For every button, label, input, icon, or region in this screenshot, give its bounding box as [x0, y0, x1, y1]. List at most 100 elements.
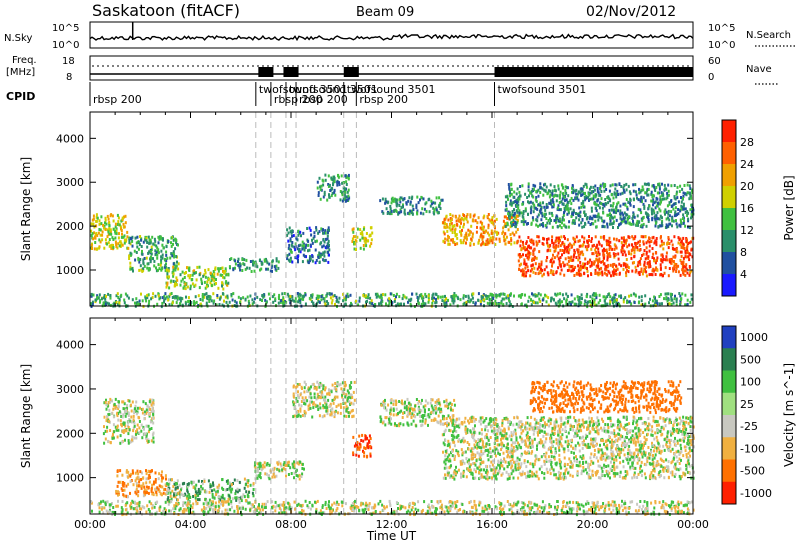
- echo-cell: [219, 273, 222, 277]
- echo-cell: [513, 215, 516, 219]
- echo-cell: [407, 211, 410, 215]
- echo-cell: [580, 250, 583, 254]
- echo-cell: [274, 267, 277, 271]
- echo-cell: [98, 246, 101, 250]
- echo-cell: [139, 235, 142, 238]
- echo-cell: [598, 252, 601, 256]
- echo-cell: [655, 243, 658, 247]
- echo-cell: [542, 222, 544, 225]
- echo-cell: [609, 184, 612, 188]
- echo-cell: [673, 262, 676, 266]
- echo-cell: [282, 298, 285, 302]
- echo-cell: [690, 293, 693, 297]
- echo-cell: [177, 267, 180, 271]
- echo-cell: [597, 252, 600, 256]
- echo-cell: [541, 214, 544, 218]
- echo-cell: [221, 478, 224, 481]
- echo-cell: [114, 236, 117, 240]
- echo-cell: [421, 207, 424, 211]
- echo-cell: [553, 219, 556, 223]
- echo-cell: [352, 230, 355, 234]
- echo-cell: [593, 294, 596, 298]
- echo-cell: [276, 467, 279, 471]
- echo-cell: [292, 392, 295, 396]
- echo-cell: [342, 299, 345, 303]
- colorbar-tick-label: 8: [740, 246, 747, 259]
- echo-cell: [582, 243, 585, 247]
- echo-cell: [145, 472, 148, 476]
- echo-cell: [481, 221, 484, 225]
- echo-cell: [245, 490, 248, 494]
- echo-cell: [683, 247, 686, 250]
- echo-cell: [157, 251, 160, 255]
- echo-cell: [111, 399, 113, 403]
- echo-cell: [192, 480, 195, 484]
- echo-cell: [520, 302, 523, 306]
- echo-cell: [209, 295, 212, 299]
- echo-cell: [235, 498, 238, 502]
- echo-cell: [668, 260, 671, 264]
- echo-cell: [221, 486, 224, 490]
- echo-cell: [629, 198, 632, 202]
- echo-cell: [656, 268, 659, 272]
- echo-cell: [611, 265, 614, 269]
- echo-cell: [358, 296, 361, 300]
- echo-cell: [592, 252, 595, 256]
- echo-cell: [315, 226, 318, 230]
- echo-cell: [391, 199, 394, 203]
- echo-cell: [463, 214, 465, 217]
- echo-cell: [573, 248, 576, 252]
- echo-cell: [109, 228, 112, 232]
- echo-cell: [334, 302, 336, 306]
- echo-cell: [187, 274, 190, 278]
- echo-cell: [159, 263, 162, 267]
- echo-cell: [328, 391, 331, 395]
- echo-cell: [542, 193, 545, 197]
- echo-cell: [556, 225, 559, 229]
- echo-cell: [302, 244, 305, 248]
- echo-cell: [439, 403, 442, 407]
- echo-cell: [617, 226, 619, 229]
- echo-cell: [141, 407, 144, 411]
- echo-cell: [145, 481, 148, 485]
- echo-cell: [595, 303, 598, 307]
- echo-cell: [244, 298, 247, 302]
- echo-cell: [362, 449, 364, 453]
- echo-cell: [167, 488, 170, 492]
- echo-cell: [93, 225, 96, 229]
- echo-cell: [603, 262, 606, 266]
- echo-cell: [234, 262, 237, 266]
- echo-cell: [201, 298, 204, 302]
- echo-cell: [594, 184, 597, 188]
- echo-cell: [104, 228, 107, 231]
- echo-cell: [241, 269, 244, 272]
- echo-cell: [537, 188, 540, 192]
- echo-cell: [188, 494, 191, 498]
- echo-cell: [114, 406, 117, 410]
- echo-cell: [131, 244, 134, 248]
- echo-cell: [358, 447, 361, 451]
- echo-cell: [538, 297, 541, 301]
- echo-cell: [575, 216, 578, 220]
- echo-cell: [689, 187, 692, 191]
- echo-cell: [212, 301, 215, 305]
- echo-cell: [682, 207, 685, 211]
- echo-cell: [132, 429, 135, 433]
- echo-cell: [665, 255, 668, 259]
- echo-cell: [172, 242, 174, 246]
- echo-cell: [536, 301, 539, 305]
- echo-cell: [223, 299, 225, 303]
- echo-cell: [600, 266, 603, 270]
- echo-cell: [302, 231, 305, 235]
- echo-cell: [455, 219, 458, 223]
- echo-cell: [502, 226, 505, 230]
- echo-cell: [128, 418, 131, 422]
- echo-cell: [527, 182, 530, 186]
- echo-cell: [543, 205, 546, 209]
- echo-cell: [238, 480, 241, 484]
- echo-cell: [161, 485, 164, 489]
- echo-cell: [543, 212, 546, 216]
- echo-cell: [211, 495, 214, 499]
- echo-cell: [430, 202, 433, 206]
- echo-cell: [148, 406, 151, 410]
